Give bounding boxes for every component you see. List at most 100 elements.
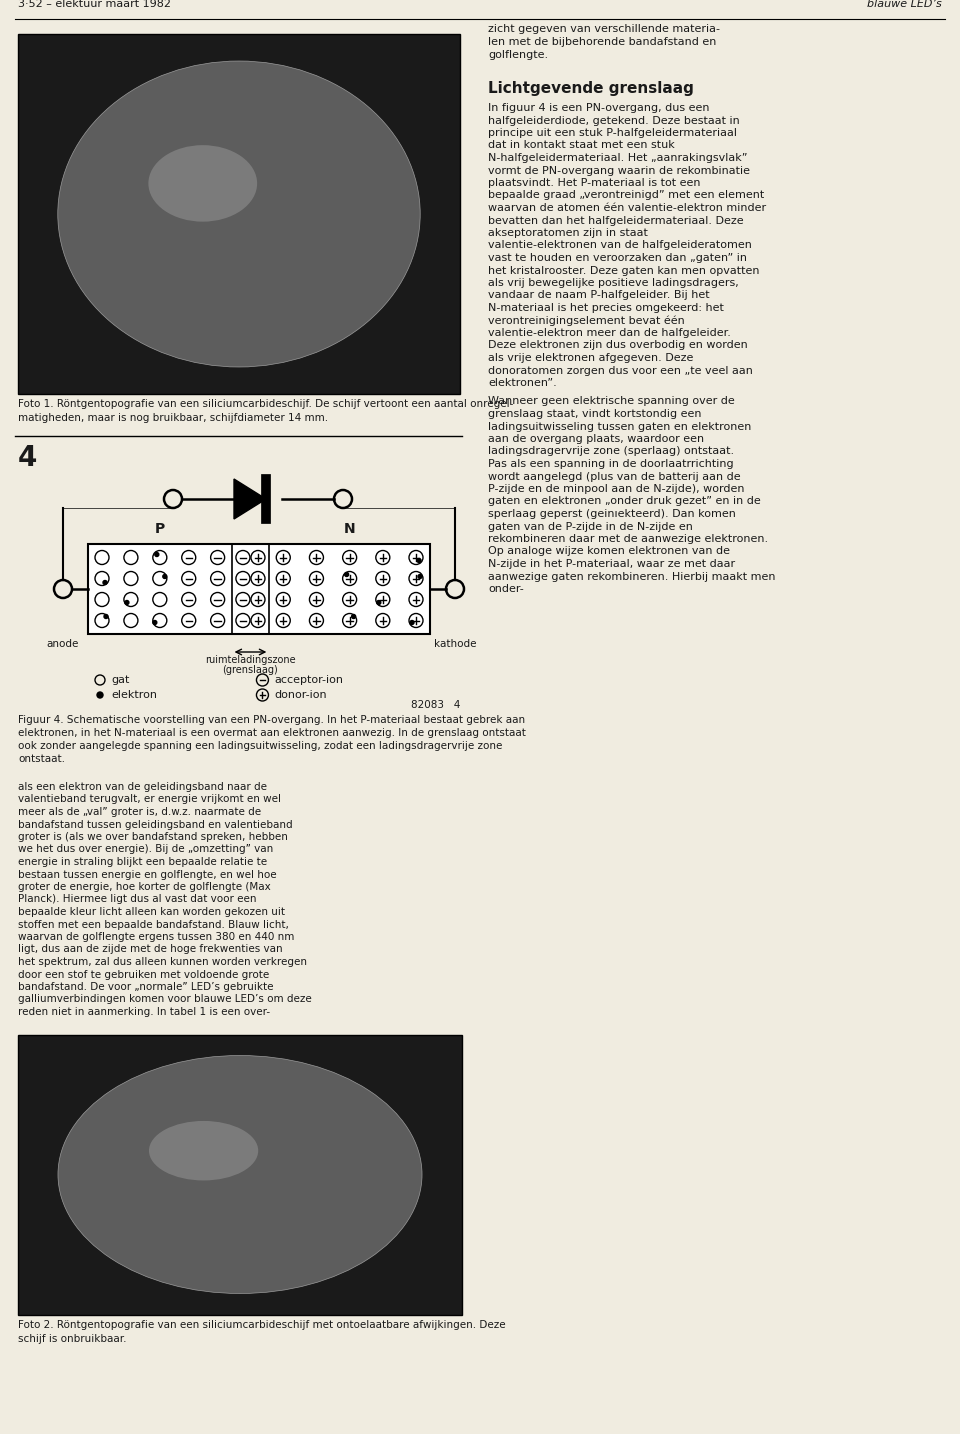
Text: bandafstand. De voor „normale” LED’s gebruikte: bandafstand. De voor „normale” LED’s geb… bbox=[18, 982, 274, 992]
Text: het kristalrooster. Deze gaten kan men opvatten: het kristalrooster. Deze gaten kan men o… bbox=[488, 265, 759, 275]
Text: gat: gat bbox=[111, 675, 130, 685]
Text: ruimteladingszone: ruimteladingszone bbox=[205, 655, 296, 665]
Text: meer als de „val” groter is, d.w.z. naarmate de: meer als de „val” groter is, d.w.z. naar… bbox=[18, 807, 261, 817]
Text: waarvan de golflengte ergens tussen 380 en 440 nm: waarvan de golflengte ergens tussen 380 … bbox=[18, 932, 295, 942]
Text: schijf is onbruikbaar.: schijf is onbruikbaar. bbox=[18, 1334, 127, 1344]
Circle shape bbox=[345, 572, 348, 576]
Text: len met de bijbehorende bandafstand en: len met de bijbehorende bandafstand en bbox=[488, 37, 716, 47]
Ellipse shape bbox=[58, 62, 420, 367]
Text: valentie-elektronen van de halfgeleideratomen: valentie-elektronen van de halfgeleidera… bbox=[488, 241, 752, 251]
Text: Pas als een spanning in de doorlaatrrichting: Pas als een spanning in de doorlaatrrich… bbox=[488, 459, 733, 469]
Text: verontreinigingselement bevat één: verontreinigingselement bevat één bbox=[488, 315, 684, 326]
Text: (grenslaag): (grenslaag) bbox=[223, 665, 278, 675]
Text: wordt aangelegd (plus van de batterij aan de: wordt aangelegd (plus van de batterij aa… bbox=[488, 472, 740, 482]
Text: vandaar de naam P-halfgeleider. Bij het: vandaar de naam P-halfgeleider. Bij het bbox=[488, 291, 709, 301]
Bar bbox=[18, 34, 460, 394]
Text: N-halfgeleidermateriaal. Het „aanrakingsvlak”: N-halfgeleidermateriaal. Het „aanrakings… bbox=[488, 153, 748, 163]
Text: N-materiaal is het precies omgekeerd: het: N-materiaal is het precies omgekeerd: he… bbox=[488, 303, 724, 313]
Text: plaatsvindt. Het P-materiaal is tot een: plaatsvindt. Het P-materiaal is tot een bbox=[488, 178, 701, 188]
Bar bbox=[88, 543, 430, 634]
Text: Lichtgevende grenslaag: Lichtgevende grenslaag bbox=[488, 80, 694, 96]
Text: groter de energie, hoe korter de golflengte (Max: groter de energie, hoe korter de golflen… bbox=[18, 882, 271, 892]
Circle shape bbox=[97, 693, 103, 698]
Ellipse shape bbox=[149, 1121, 258, 1180]
Text: In figuur 4 is een PN-overgang, dus een: In figuur 4 is een PN-overgang, dus een bbox=[488, 103, 709, 113]
Text: donor-ion: donor-ion bbox=[275, 690, 327, 700]
Text: zicht gegeven van verschillende materia-: zicht gegeven van verschillende materia- bbox=[488, 24, 720, 34]
Text: bestaan tussen energie en golflengte, en wel hoe: bestaan tussen energie en golflengte, en… bbox=[18, 869, 276, 879]
Text: vormt de PN-overgang waarin de rekombinatie: vormt de PN-overgang waarin de rekombina… bbox=[488, 165, 750, 175]
Text: bepaalde graad „verontreinigd” met een element: bepaalde graad „verontreinigd” met een e… bbox=[488, 191, 764, 201]
Text: Planck). Hiermee ligt dus al vast dat voor een: Planck). Hiermee ligt dus al vast dat vo… bbox=[18, 895, 256, 905]
Text: groter is (als we over bandafstand spreken, hebben: groter is (als we over bandafstand sprek… bbox=[18, 832, 288, 842]
Text: 3·52 – elektuur maart 1982: 3·52 – elektuur maart 1982 bbox=[18, 0, 171, 9]
Text: ladingsuitwisseling tussen gaten en elektronen: ladingsuitwisseling tussen gaten en elek… bbox=[488, 422, 752, 432]
Text: reden niet in aanmerking. In tabel 1 is een over-: reden niet in aanmerking. In tabel 1 is … bbox=[18, 1007, 270, 1017]
Polygon shape bbox=[234, 479, 266, 519]
Text: P: P bbox=[155, 522, 165, 536]
Text: principe uit een stuk P-halfgeleidermateriaal: principe uit een stuk P-halfgeleidermate… bbox=[488, 128, 737, 138]
Text: als vrij bewegelijke positieve ladingsdragers,: als vrij bewegelijke positieve ladingsdr… bbox=[488, 278, 739, 288]
Circle shape bbox=[155, 552, 158, 556]
Text: halfgeleiderdiode, getekend. Deze bestaat in: halfgeleiderdiode, getekend. Deze bestaa… bbox=[488, 116, 740, 126]
Text: valentieband terugvalt, er energie vrijkomt en wel: valentieband terugvalt, er energie vrijk… bbox=[18, 794, 281, 804]
Circle shape bbox=[417, 558, 421, 562]
Text: P-zijde en de minpool aan de N-zijde), worden: P-zijde en de minpool aan de N-zijde), w… bbox=[488, 485, 745, 493]
Text: aan de overgang plaats, waardoor een: aan de overgang plaats, waardoor een bbox=[488, 435, 704, 445]
Text: ook zonder aangelegde spanning een ladingsuitwisseling, zodat een ladingsdragerv: ook zonder aangelegde spanning een ladin… bbox=[18, 741, 502, 751]
Text: 4: 4 bbox=[18, 445, 37, 472]
Text: rekombineren daar met de aanwezige elektronen.: rekombineren daar met de aanwezige elekt… bbox=[488, 533, 768, 543]
Text: als vrije elektronen afgegeven. Deze: als vrije elektronen afgegeven. Deze bbox=[488, 353, 693, 363]
Text: matigheden, maar is nog bruikbaar, schijfdiameter 14 mm.: matigheden, maar is nog bruikbaar, schij… bbox=[18, 413, 328, 423]
Text: stoffen met een bepaalde bandafstand. Blauw licht,: stoffen met een bepaalde bandafstand. Bl… bbox=[18, 919, 289, 929]
Text: als een elektron van de geleidingsband naar de: als een elektron van de geleidingsband n… bbox=[18, 782, 267, 792]
Text: acceptor-ion: acceptor-ion bbox=[275, 675, 344, 685]
Circle shape bbox=[377, 601, 381, 605]
Text: onder-: onder- bbox=[488, 584, 524, 594]
Bar bbox=[18, 1034, 462, 1315]
Text: Wanneer geen elektrische spanning over de: Wanneer geen elektrische spanning over d… bbox=[488, 396, 734, 406]
Circle shape bbox=[410, 621, 414, 624]
Text: bevatten dan het halfgeleidermateriaal. Deze: bevatten dan het halfgeleidermateriaal. … bbox=[488, 215, 744, 225]
Circle shape bbox=[104, 615, 108, 618]
Text: Foto 2. Röntgentopografie van een siliciumcarbideschijf met ontoelaatbare afwijk: Foto 2. Röntgentopografie van een silici… bbox=[18, 1319, 506, 1329]
Text: donoratomen zorgen dus voor een „te veel aan: donoratomen zorgen dus voor een „te veel… bbox=[488, 366, 753, 376]
Text: we het dus over energie). Bij de „omzetting” van: we het dus over energie). Bij de „omzett… bbox=[18, 845, 274, 855]
Text: waarvan de atomen één valentie-elektron minder: waarvan de atomen één valentie-elektron … bbox=[488, 204, 766, 214]
Text: anode: anode bbox=[47, 640, 79, 650]
Circle shape bbox=[163, 575, 167, 578]
Text: dat in kontakt staat met een stuk: dat in kontakt staat met een stuk bbox=[488, 141, 675, 151]
Text: grenslaag staat, vindt kortstondig een: grenslaag staat, vindt kortstondig een bbox=[488, 409, 702, 419]
Text: elektronen”.: elektronen”. bbox=[488, 379, 557, 389]
Text: sperlaag geperst (geinıekteerd). Dan komen: sperlaag geperst (geinıekteerd). Dan kom… bbox=[488, 509, 736, 519]
Ellipse shape bbox=[149, 145, 257, 222]
Text: N-zijde in het P-materiaal, waar ze met daar: N-zijde in het P-materiaal, waar ze met … bbox=[488, 559, 735, 569]
Text: Deze elektronen zijn dus overbodig en worden: Deze elektronen zijn dus overbodig en wo… bbox=[488, 340, 748, 350]
Text: kathode: kathode bbox=[434, 640, 476, 650]
Ellipse shape bbox=[58, 1055, 422, 1293]
Text: N: N bbox=[344, 522, 355, 536]
Text: Op analoge wijze komen elektronen van de: Op analoge wijze komen elektronen van de bbox=[488, 546, 730, 556]
Text: energie in straling blijkt een bepaalde relatie te: energie in straling blijkt een bepaalde … bbox=[18, 858, 267, 868]
Text: bepaalde kleur licht alleen kan worden gekozen uit: bepaalde kleur licht alleen kan worden g… bbox=[18, 906, 285, 916]
Text: aanwezige gaten rekombineren. Hierbij maakt men: aanwezige gaten rekombineren. Hierbij ma… bbox=[488, 572, 776, 582]
Text: valentie-elektron meer dan de halfgeleider.: valentie-elektron meer dan de halfgeleid… bbox=[488, 328, 731, 338]
Circle shape bbox=[351, 615, 355, 618]
Text: bandafstand tussen geleidingsband en valentieband: bandafstand tussen geleidingsband en val… bbox=[18, 819, 293, 829]
Text: ligt, dus aan de zijde met de hoge frekwenties van: ligt, dus aan de zijde met de hoge frekw… bbox=[18, 945, 282, 955]
Text: ladingsdragervrije zone (sperlaag) ontstaat.: ladingsdragervrije zone (sperlaag) ontst… bbox=[488, 446, 734, 456]
Text: elektronen, in het N-materiaal is een overmat aan elektronen aanwezig. In de gre: elektronen, in het N-materiaal is een ov… bbox=[18, 728, 526, 739]
Circle shape bbox=[125, 601, 129, 605]
Text: het spektrum, zal dus alleen kunnen worden verkregen: het spektrum, zal dus alleen kunnen word… bbox=[18, 956, 307, 967]
Text: golflengte.: golflengte. bbox=[488, 50, 548, 60]
Text: vast te houden en veroorzaken dan „gaten” in: vast te houden en veroorzaken dan „gaten… bbox=[488, 252, 747, 262]
Text: Foto 1. Röntgentopografie van een siliciumcarbideschijf. De schijf vertoont een : Foto 1. Röntgentopografie van een silici… bbox=[18, 399, 514, 409]
Text: gaten van de P-zijde in de N-zijde en: gaten van de P-zijde in de N-zijde en bbox=[488, 522, 693, 532]
Circle shape bbox=[418, 575, 422, 578]
Text: Figuur 4. Schematische voorstelling van een PN-overgang. In het P-materiaal best: Figuur 4. Schematische voorstelling van … bbox=[18, 716, 525, 726]
Text: elektron: elektron bbox=[111, 690, 157, 700]
Text: akseptoratomen zijn in staat: akseptoratomen zijn in staat bbox=[488, 228, 648, 238]
Text: galliumverbindingen komen voor blauwe LED’s om deze: galliumverbindingen komen voor blauwe LE… bbox=[18, 995, 312, 1004]
Text: door een stof te gebruiken met voldoende grote: door een stof te gebruiken met voldoende… bbox=[18, 969, 269, 979]
Circle shape bbox=[153, 621, 156, 624]
